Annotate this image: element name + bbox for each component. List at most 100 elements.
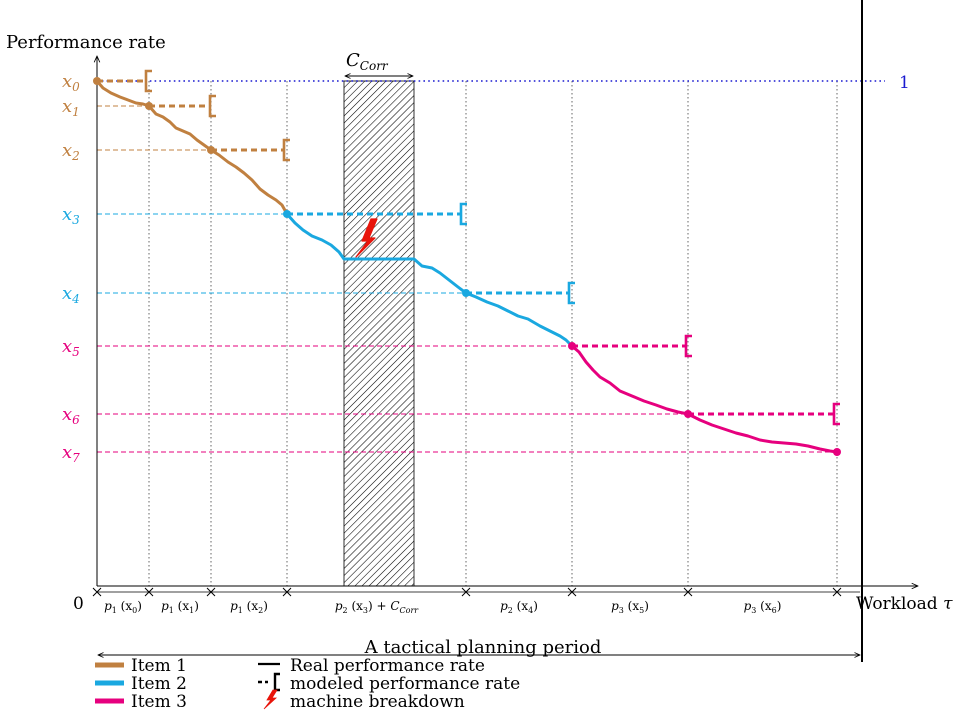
- interval-arg-sub: 3: [363, 606, 368, 615]
- correction-label-sub: Corr: [360, 59, 389, 73]
- level-label: x0: [62, 71, 80, 94]
- dashed-bracket-icon: [258, 672, 280, 692]
- interval-arg-sub: 6: [772, 606, 777, 615]
- interval-tick: [461, 587, 471, 597]
- level-label: x6: [62, 404, 80, 427]
- item2-real-curve: [285, 212, 574, 348]
- interval-p: p: [104, 599, 112, 613]
- level-label: x1: [62, 96, 80, 119]
- interval-plus-sub: Corr: [400, 606, 420, 615]
- level-label-base: x: [62, 442, 72, 463]
- origin-label: 0: [73, 594, 84, 614]
- y-axis-title: Performance rate: [6, 32, 166, 53]
- item1-real-curve: [95, 79, 289, 216]
- level-label: x7: [62, 442, 80, 465]
- x-axis-title-text: Workload: [856, 594, 938, 614]
- interval-p: p: [744, 599, 752, 613]
- breakdown-lightning-icon: [355, 218, 378, 258]
- legend-style-label: Real performance rate: [290, 656, 485, 676]
- interval-p-sub: 1: [112, 606, 117, 615]
- interval-p: p: [161, 599, 169, 613]
- interval-close: ): [194, 599, 199, 613]
- level-label: x5: [62, 336, 80, 359]
- interval-arg: (x: [756, 599, 771, 613]
- modeled-bracket: [832, 402, 840, 426]
- modeled-bracket: [567, 281, 575, 305]
- interval-p: p: [500, 599, 508, 613]
- interval-p-sub: 1: [169, 606, 174, 615]
- correction-band: [343, 80, 415, 587]
- interval-p: p: [611, 599, 619, 613]
- interval-label: p1 (x0): [104, 599, 142, 615]
- level-label-base: x: [62, 140, 72, 161]
- interval-label: p3 (x5): [611, 599, 649, 615]
- interval-arg: (x: [348, 599, 363, 613]
- interval-arg: (x: [174, 599, 189, 613]
- interval-tick: [282, 587, 292, 597]
- modeled-bracket: [208, 94, 216, 118]
- modeled-segments: [97, 69, 840, 426]
- performance-curves: [93, 77, 841, 456]
- lightning-icon: [263, 689, 278, 710]
- level-label-base: x: [62, 71, 72, 92]
- level-label-base: x: [62, 204, 72, 225]
- interval-tick: [144, 587, 154, 597]
- interval-arg: (x: [624, 599, 639, 613]
- level-label-sub: 5: [72, 345, 80, 359]
- interval-tick: [206, 587, 216, 597]
- interval-label: p1 (x1): [161, 599, 199, 615]
- level-label-base: x: [62, 96, 72, 117]
- vertical-guides: [148, 81, 838, 586]
- interval-close: ): [368, 599, 373, 613]
- reference-label-one: 1: [899, 73, 910, 93]
- period-label: A tactical planning period: [364, 637, 602, 658]
- level-label-sub: 2: [71, 149, 80, 163]
- interval-p-sub: 3: [751, 606, 756, 615]
- level-label-sub: 4: [71, 292, 80, 306]
- interval-p: p: [335, 599, 343, 613]
- interval-tick: [832, 587, 842, 597]
- interval-label: p1 (x2): [230, 599, 268, 615]
- interval-tick: [92, 587, 102, 597]
- legend-item-label: Item 2: [131, 674, 187, 694]
- modeled-bracket: [282, 138, 290, 162]
- x-axis-title: Workload τ: [856, 594, 953, 614]
- level-label: x4: [62, 283, 80, 306]
- interval-plus: + C: [373, 599, 400, 613]
- interval-tick: [683, 587, 693, 597]
- interval-p-sub: 2: [343, 606, 348, 615]
- modeled-bracket: [144, 69, 152, 93]
- correction-label-base: C: [346, 50, 360, 71]
- interval-label: p2 (x3) + CCorr: [335, 599, 419, 615]
- interval-close: ): [644, 599, 649, 613]
- level-label-base: x: [62, 404, 72, 425]
- level-label-sub: 0: [72, 80, 80, 94]
- legend-item-label: Item 1: [131, 656, 187, 676]
- level-label: x3: [62, 204, 80, 227]
- interval-label: p2 (x4): [500, 599, 538, 615]
- interval-p-sub: 1: [238, 606, 243, 615]
- interval-arg-sub: 4: [528, 606, 533, 615]
- legend-item-label: Item 3: [131, 692, 187, 712]
- interval-close: ): [533, 599, 538, 613]
- legend-style-label: modeled performance rate: [290, 674, 520, 694]
- level-label-sub: 1: [72, 105, 80, 119]
- interval-arg: (x: [243, 599, 258, 613]
- legend-style-label: machine breakdown: [290, 692, 465, 712]
- interval-tick: [567, 587, 577, 597]
- interval-arg-sub: 5: [639, 606, 644, 615]
- interval-arg-sub: 1: [189, 606, 194, 615]
- interval-arg: (x: [117, 599, 132, 613]
- interval-p-sub: 2: [508, 606, 513, 615]
- x-axis-symbol: τ: [943, 594, 953, 614]
- modeled-bracket: [684, 334, 692, 358]
- level-label-sub: 7: [72, 451, 80, 465]
- level-label-sub: 6: [72, 413, 80, 427]
- correction-label: CCorr: [346, 50, 389, 73]
- interval-close: ): [777, 599, 782, 613]
- interval-arg-sub: 2: [258, 606, 263, 615]
- interval-label: p3 (x6): [744, 599, 782, 615]
